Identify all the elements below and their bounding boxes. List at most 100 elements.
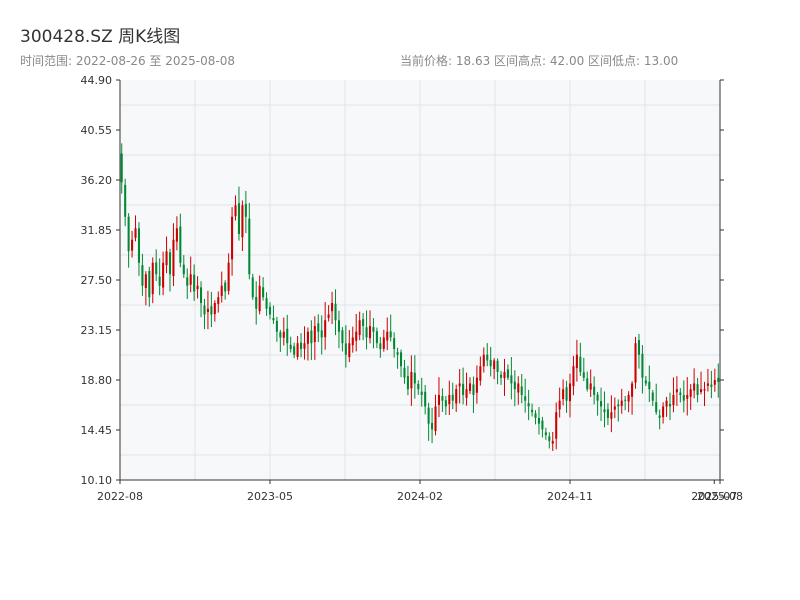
candle (137, 222, 140, 276)
candle-body (162, 262, 165, 288)
candle-body (486, 354, 489, 361)
candle (141, 253, 144, 296)
candle-body (624, 399, 627, 401)
candle-body (217, 297, 220, 304)
candle (503, 358, 506, 396)
candle (251, 273, 254, 300)
candle-body (548, 436, 551, 441)
candle (610, 395, 613, 433)
candle-body (700, 389, 703, 393)
candle-body (403, 367, 406, 378)
candle-body (689, 389, 692, 397)
candle (600, 387, 603, 422)
candle-body (493, 360, 496, 370)
x-tick-labels: 2022-08 2023-05 2024-02 2024-11 2025-072025-… (97, 490, 743, 503)
candle-body (127, 216, 130, 252)
candle-body (662, 406, 665, 418)
candle (482, 347, 485, 373)
candle-body (289, 344, 292, 349)
candle (151, 257, 154, 304)
candle (213, 300, 216, 322)
candle-body (179, 226, 182, 263)
candle-body (251, 277, 254, 298)
candle (631, 381, 634, 415)
candle-body (696, 384, 699, 395)
candle-body (151, 262, 154, 295)
candle (293, 342, 296, 359)
candle (162, 251, 165, 296)
candle (613, 397, 616, 419)
candle (593, 376, 596, 405)
candle-body (234, 205, 237, 217)
x-tick-label: 2024-02 (397, 490, 443, 503)
price-stats-label: 当前价格: 18.63 区间高点: 42.00 区间低点: 13.00 (400, 54, 679, 68)
candle (658, 409, 661, 430)
candle-body (631, 383, 634, 397)
candle (400, 349, 403, 378)
candle-body (331, 302, 334, 312)
candle (196, 276, 199, 299)
candle (396, 347, 399, 369)
candle (334, 289, 337, 336)
candle-body (679, 392, 682, 395)
candle-body (572, 366, 575, 387)
candle (337, 310, 340, 349)
candle (531, 403, 534, 417)
candle-body (479, 366, 482, 381)
candle-body (427, 407, 430, 424)
candle (644, 376, 647, 386)
candle (544, 427, 547, 440)
candle-body (203, 305, 206, 315)
candle-body (517, 383, 520, 393)
candle (496, 358, 499, 385)
candle-body (324, 320, 327, 338)
candle (386, 317, 389, 351)
candle-body (444, 400, 447, 407)
candle (634, 336, 637, 389)
candle (272, 305, 275, 324)
candle (355, 313, 358, 352)
y-tick-label: 40.55 (81, 124, 113, 137)
candle (375, 327, 378, 349)
candle-body (272, 317, 275, 321)
candle-body (472, 384, 475, 395)
candle-body (317, 323, 320, 332)
date-range-label: 时间范围: 2022-08-26 至 2025-08-08 (20, 54, 235, 68)
candle-body (206, 308, 209, 313)
candle (562, 379, 565, 406)
candle-body (710, 384, 713, 387)
y-tick-label: 31.85 (81, 224, 113, 237)
y-tick-label: 14.45 (81, 424, 113, 437)
candle (551, 431, 554, 451)
candle-body (193, 274, 196, 292)
candle (220, 271, 223, 303)
candle (568, 373, 572, 418)
candle-body (586, 378, 589, 390)
candle (217, 291, 220, 313)
candle (286, 314, 289, 356)
candle (227, 253, 230, 295)
candle-body (706, 383, 709, 386)
candle-body (175, 228, 178, 242)
candle (200, 281, 203, 318)
candle (155, 249, 158, 282)
candle-body (451, 394, 454, 401)
candle-body (589, 383, 592, 390)
candle-body (337, 320, 340, 332)
candle-body (165, 251, 168, 266)
candle-body (137, 228, 140, 263)
candle (686, 377, 689, 416)
candle (689, 384, 692, 410)
candle (289, 336, 292, 353)
y-tick-labels: 44.90 40.55 36.20 31.85 27.50 23.15 18.80 14.45… (81, 74, 113, 487)
candle (620, 388, 623, 414)
candle-body (455, 389, 458, 404)
candle (665, 396, 668, 417)
candle (320, 315, 323, 355)
candle-body (396, 352, 399, 355)
candle (403, 359, 406, 384)
candle-body (458, 383, 461, 387)
candle-body (351, 337, 354, 346)
candle-body (503, 371, 506, 379)
